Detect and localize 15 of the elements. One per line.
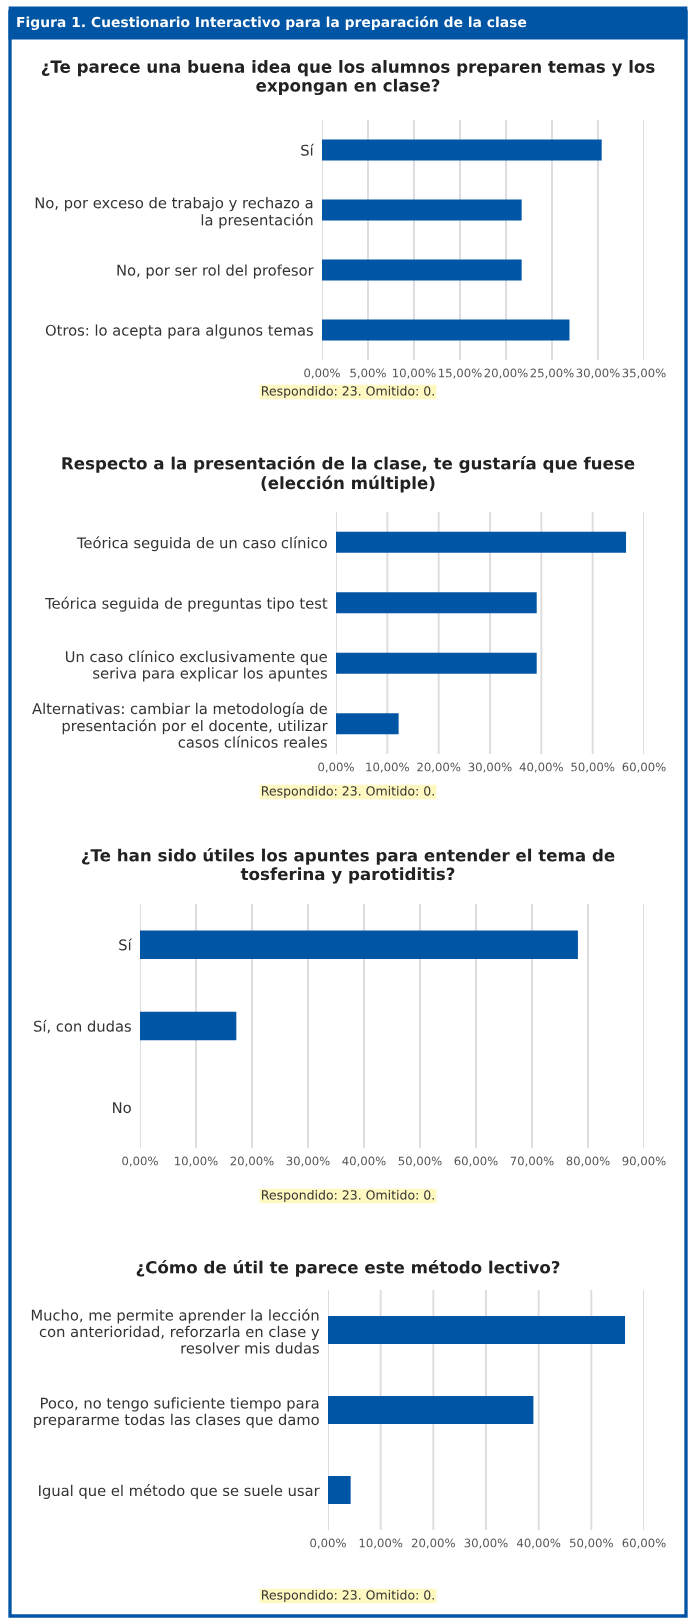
bar [336,531,627,553]
bar [322,259,522,281]
bar [328,1396,534,1424]
bar [322,319,570,341]
bar [322,199,522,221]
chart-title: Respecto a la presentación de la clase, te gustaría que fuese (elección múltiple) [62,456,635,493]
bar [336,713,399,735]
bar [328,1316,626,1344]
chart-title: ¿Te parece una buena idea que los alumnos preparen temas y los expongan en clase? [41,60,655,96]
bar [322,139,602,161]
bar [336,592,537,614]
chart-title: ¿Te han sido útiles los apuntes para entender el tema de tosferina y parotiditis? [81,848,615,884]
bar [328,1476,351,1504]
chart-title: ¿Cómo de útil te parece este método lectivo? [136,1260,560,1277]
bar [336,652,537,674]
